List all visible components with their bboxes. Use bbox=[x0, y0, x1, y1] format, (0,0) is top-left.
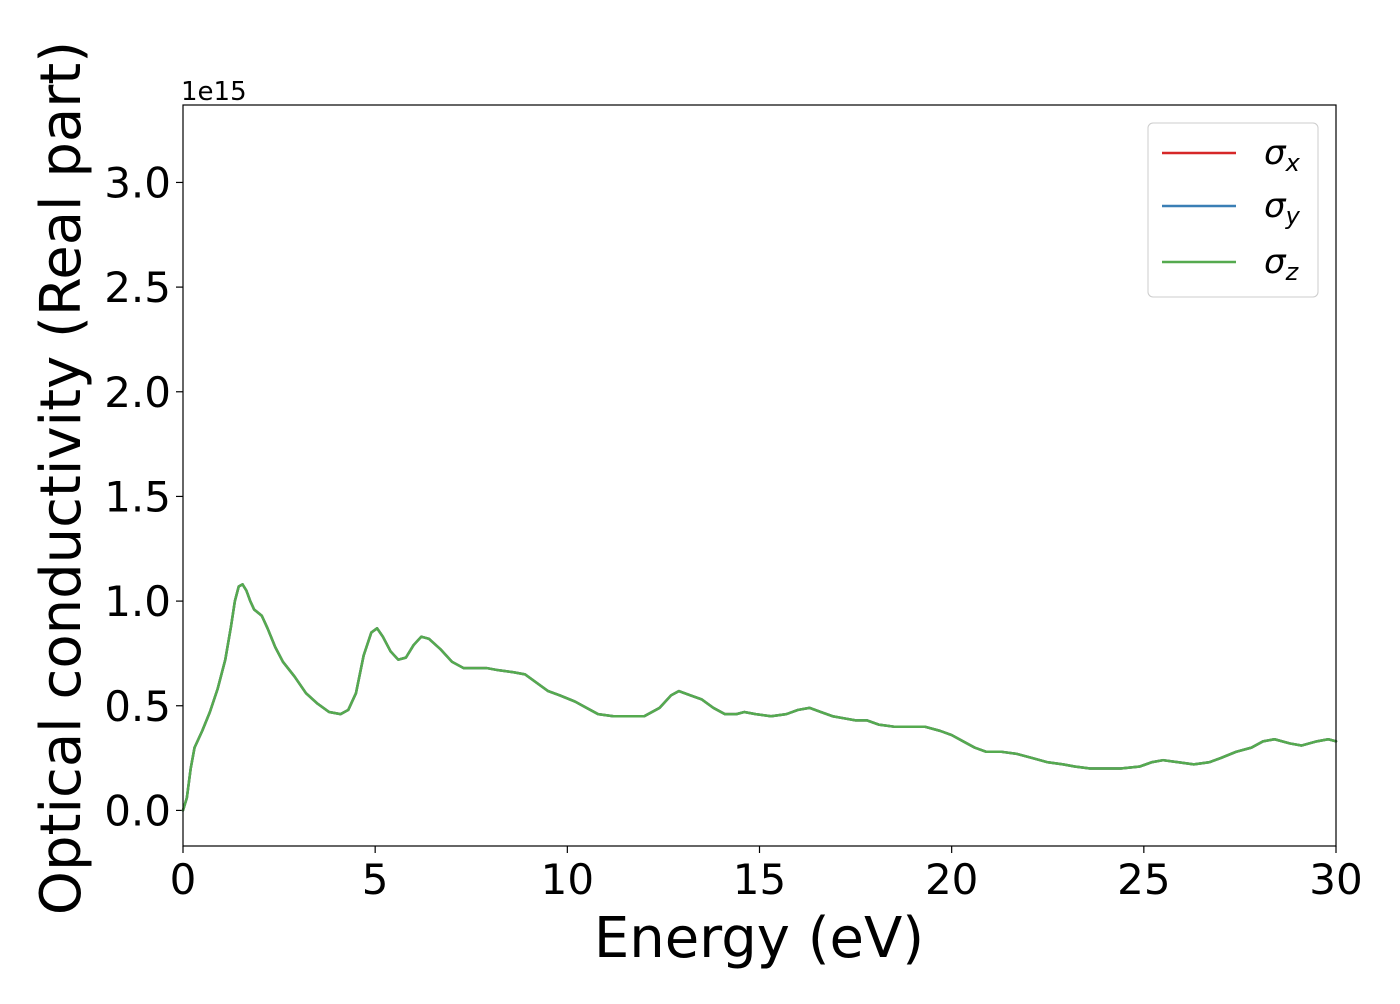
x-tick-label: 0 bbox=[170, 855, 197, 904]
x-axis-ticks: 0 5 10 15 20 25 30 bbox=[170, 846, 1363, 904]
x-tick-label: 30 bbox=[1309, 855, 1362, 904]
x-tick-label: 15 bbox=[733, 855, 786, 904]
y-axis-label: Optical conductivity (Real part) bbox=[29, 41, 94, 915]
y-tick-label: 2.5 bbox=[104, 263, 171, 312]
y-tick-label: 2.0 bbox=[104, 368, 171, 417]
x-axis-label: Energy (eV) bbox=[594, 906, 924, 971]
plot-area bbox=[183, 105, 1336, 846]
y-tick-label: 0.5 bbox=[104, 682, 171, 731]
legend-label-x: σx bbox=[1264, 133, 1301, 177]
series-line-z bbox=[181, 583, 1338, 812]
legend-box bbox=[1147, 122, 1319, 298]
y-tick-label: 1.5 bbox=[104, 472, 171, 521]
legend-label-y: σy bbox=[1264, 186, 1301, 230]
y-tick-label: 1.0 bbox=[104, 577, 171, 626]
y-tick-label: 0.0 bbox=[104, 786, 171, 835]
legend-items: σx σy σz bbox=[1162, 133, 1301, 286]
x-tick-label: 10 bbox=[541, 855, 594, 904]
x-tick-label: 5 bbox=[362, 855, 389, 904]
x-tick-label: 25 bbox=[1117, 855, 1170, 904]
plot-frame bbox=[182, 104, 1337, 847]
y-tick-label: 3.0 bbox=[104, 158, 171, 207]
series-lines bbox=[181, 583, 1338, 812]
offset-label: 1e15 bbox=[181, 77, 247, 107]
legend: σx σy σz bbox=[1147, 122, 1319, 298]
legend-label-z: σz bbox=[1264, 242, 1300, 286]
y-axis-ticks: 0.0 0.5 1.0 1.5 2.0 2.5 3.0 bbox=[104, 158, 183, 835]
x-tick-label: 20 bbox=[925, 855, 978, 904]
